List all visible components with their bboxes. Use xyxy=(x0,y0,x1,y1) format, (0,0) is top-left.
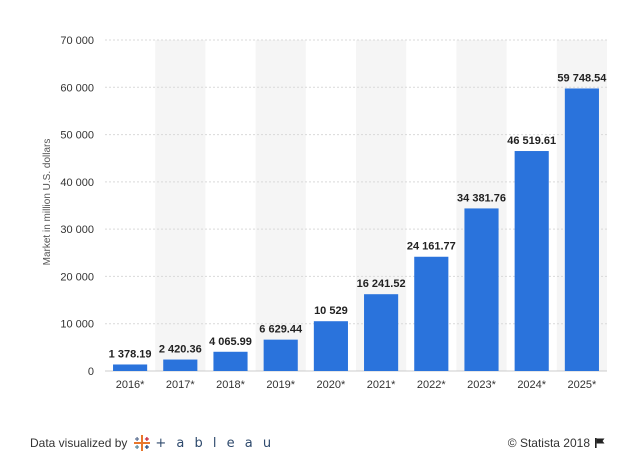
x-tick-label: 2016* xyxy=(116,379,145,391)
copyright: © Statista 2018 xyxy=(508,433,606,453)
bars xyxy=(113,88,599,371)
y-tick-label: 50 000 xyxy=(60,130,94,142)
data-label: 34 381.76 xyxy=(457,192,506,204)
bar[interactable] xyxy=(364,294,399,371)
y-axis-title: Market in million U.S. dollars xyxy=(42,139,53,266)
data-label: 24 161.77 xyxy=(407,241,456,253)
data-label: 4 065.99 xyxy=(209,336,252,348)
bar[interactable] xyxy=(514,151,549,371)
tableau-wordmark: + a b l e a u xyxy=(155,435,275,451)
x-tick-label: 2025* xyxy=(568,379,597,391)
data-label: 2 420.36 xyxy=(159,344,202,356)
y-tick-label: 30 000 xyxy=(60,224,94,236)
copyright-text: © Statista 2018 xyxy=(507,436,590,450)
data-label: 59 748.54 xyxy=(557,72,607,84)
bar[interactable] xyxy=(263,339,298,371)
x-axis-ticks: 2016* 2017* 2018* 2019* 2020* 2021* 2022* 2023*… xyxy=(116,379,597,391)
y-tick-label: 10 000 xyxy=(60,319,94,331)
x-tick-label: 2020* xyxy=(317,379,346,391)
x-tick-label: 2018* xyxy=(216,379,245,391)
tableau-logo[interactable]: + a b l e a u xyxy=(133,434,274,452)
data-label: 10 529 xyxy=(314,305,348,317)
tableau-cross-icon xyxy=(134,435,151,451)
x-tick-label: 2017* xyxy=(166,379,195,391)
value-labels: 1 378.19 2 420.36 4 065.99 6 629.44 10 529 16… xyxy=(109,72,608,360)
credit-prefix: Data visualized by xyxy=(30,436,128,450)
data-label: 16 241.52 xyxy=(357,278,406,290)
y-tick-label: 0 xyxy=(88,366,94,378)
x-tick-label: 2024* xyxy=(517,379,546,391)
background-band xyxy=(255,40,306,371)
y-tick-label: 70 000 xyxy=(60,35,94,47)
bar[interactable] xyxy=(414,256,449,371)
bar[interactable] xyxy=(464,208,499,371)
x-tick-label: 2019* xyxy=(266,379,295,391)
bar[interactable] xyxy=(213,351,248,371)
x-tick-label: 2021* xyxy=(367,379,396,391)
data-label: 46 519.61 xyxy=(507,135,556,147)
bar[interactable] xyxy=(163,359,198,371)
data-credit: Data visualized by + a b l e a u xyxy=(30,433,274,453)
x-tick-label: 2022* xyxy=(417,379,446,391)
flag-icon[interactable] xyxy=(594,437,606,449)
y-tick-label: 60 000 xyxy=(60,82,94,94)
bar[interactable] xyxy=(313,321,348,371)
y-axis-ticks: 0 10 000 20 000 30 000 40 000 50 000 60 000 70 … xyxy=(60,35,94,378)
x-tick-label: 2023* xyxy=(467,379,496,391)
data-label: 6 629.44 xyxy=(259,324,303,336)
y-tick-label: 40 000 xyxy=(60,177,94,189)
y-tick-label: 20 000 xyxy=(60,271,94,283)
bar[interactable] xyxy=(564,88,599,371)
bar[interactable] xyxy=(113,364,148,371)
data-label: 1 378.19 xyxy=(109,348,152,360)
background-band xyxy=(155,40,206,371)
